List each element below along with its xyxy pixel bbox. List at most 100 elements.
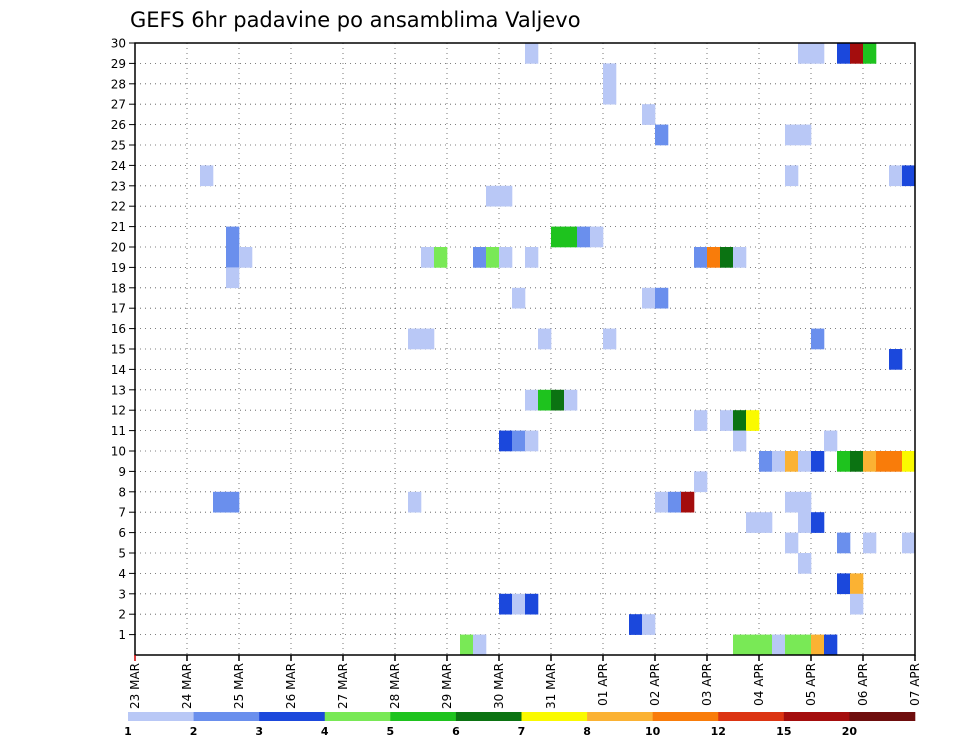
y-tick-label: 28	[111, 77, 126, 91]
data-cell	[811, 328, 825, 350]
data-cell	[486, 185, 500, 207]
x-tick-label: 31 MAR	[544, 663, 558, 709]
y-tick-label: 21	[111, 220, 126, 234]
data-cell	[603, 83, 617, 105]
y-axis: 1234567891011121314151617181920212223242…	[111, 37, 135, 642]
data-cell	[733, 430, 747, 452]
data-cell	[785, 634, 799, 656]
data-cell	[512, 287, 526, 309]
y-tick-label: 30	[111, 37, 126, 51]
colorbar-label: 1	[124, 725, 132, 738]
data-cell	[798, 491, 812, 513]
y-tick-label: 18	[111, 281, 126, 295]
data-cell	[811, 512, 825, 533]
y-tick-label: 10	[111, 445, 126, 459]
data-cell	[811, 43, 825, 64]
data-cell	[850, 593, 864, 615]
y-tick-label: 29	[111, 57, 126, 71]
y-tick-label: 26	[111, 118, 126, 132]
data-cell	[421, 328, 435, 350]
data-cell	[538, 328, 552, 350]
x-axis: 23 MAR 24 MAR 25 MAR 26 MAR 27 MAR 28 MAR 29 M…	[128, 655, 922, 709]
data-cell	[707, 247, 721, 268]
data-cell	[863, 532, 877, 554]
chart-title: GEFS 6hr padavine po ansamblima Valjevo	[130, 8, 581, 32]
x-tick-label: 05 APR	[804, 663, 818, 706]
data-cell	[837, 532, 851, 554]
colorbar-segment	[390, 712, 457, 721]
data-cell	[655, 124, 669, 146]
y-tick-label: 5	[118, 547, 126, 561]
data-cell	[798, 512, 812, 533]
colorbar-label: 6	[452, 725, 460, 738]
data-cell	[590, 226, 604, 248]
data-cell	[785, 165, 799, 187]
data-cell	[512, 593, 526, 615]
data-cell	[772, 634, 786, 656]
data-cell	[200, 165, 214, 187]
colorbar-label: 15	[776, 725, 791, 738]
y-tick-label: 2	[118, 608, 126, 622]
data-cell	[499, 185, 513, 207]
data-cell	[720, 410, 734, 431]
data-cell	[837, 451, 851, 472]
data-cell	[759, 634, 773, 656]
colorbar-segment	[783, 712, 850, 721]
colorbar-label: 4	[321, 725, 329, 738]
data-cell	[746, 512, 760, 533]
y-tick-label: 8	[118, 485, 126, 499]
data-cell	[655, 491, 669, 513]
y-tick-label: 1	[118, 628, 126, 642]
y-tick-label: 22	[111, 200, 126, 214]
colorbar-label: 8	[583, 725, 591, 738]
data-cell	[642, 104, 656, 125]
data-cell	[551, 226, 565, 248]
data-cell	[525, 247, 539, 268]
x-tick-label: 28 MAR	[388, 663, 402, 709]
data-cell	[798, 124, 812, 146]
data-cell	[499, 247, 513, 268]
colorbar-segment	[652, 712, 719, 721]
data-cell	[642, 614, 656, 635]
colorbar-segment	[718, 712, 785, 721]
x-tick-label: 01 APR	[596, 663, 610, 706]
colorbar-segment	[128, 712, 194, 721]
colorbar-segment	[259, 712, 326, 721]
data-cell	[746, 634, 760, 656]
y-tick-label: 19	[111, 261, 126, 275]
y-tick-label: 27	[111, 98, 126, 112]
y-tick-label: 9	[118, 465, 126, 479]
data-cell	[408, 491, 422, 513]
data-cell	[863, 43, 877, 64]
y-tick-label: 15	[111, 343, 126, 357]
y-tick-label: 25	[111, 139, 126, 153]
data-cell	[798, 553, 812, 574]
x-tick-label: 24 MAR	[180, 663, 194, 709]
data-cell	[850, 451, 864, 472]
data-cell	[720, 247, 734, 268]
data-cell	[525, 389, 539, 411]
data-cell	[421, 247, 435, 268]
data-cell	[603, 63, 617, 85]
data-cell	[226, 491, 240, 513]
data-cell	[551, 389, 565, 411]
x-tick-label: 25 MAR	[232, 663, 246, 709]
y-tick-label: 7	[118, 506, 126, 520]
data-cell	[473, 634, 487, 656]
data-cell	[759, 512, 773, 533]
data-cell	[629, 614, 643, 635]
data-cell	[733, 247, 747, 268]
data-cell	[499, 430, 513, 452]
data-cell	[226, 267, 240, 289]
data-cell	[525, 430, 539, 452]
data-cell	[694, 410, 708, 431]
data-cell	[473, 247, 487, 268]
x-tick-label: 07 APR	[908, 663, 922, 706]
y-tick-label: 14	[111, 363, 126, 377]
colorbar-segment	[587, 712, 653, 721]
data-cell	[824, 634, 838, 656]
x-tick-label: 29 MAR	[440, 663, 454, 709]
data-cell	[460, 634, 474, 656]
data-cell	[733, 634, 747, 656]
data-cell	[577, 226, 591, 248]
